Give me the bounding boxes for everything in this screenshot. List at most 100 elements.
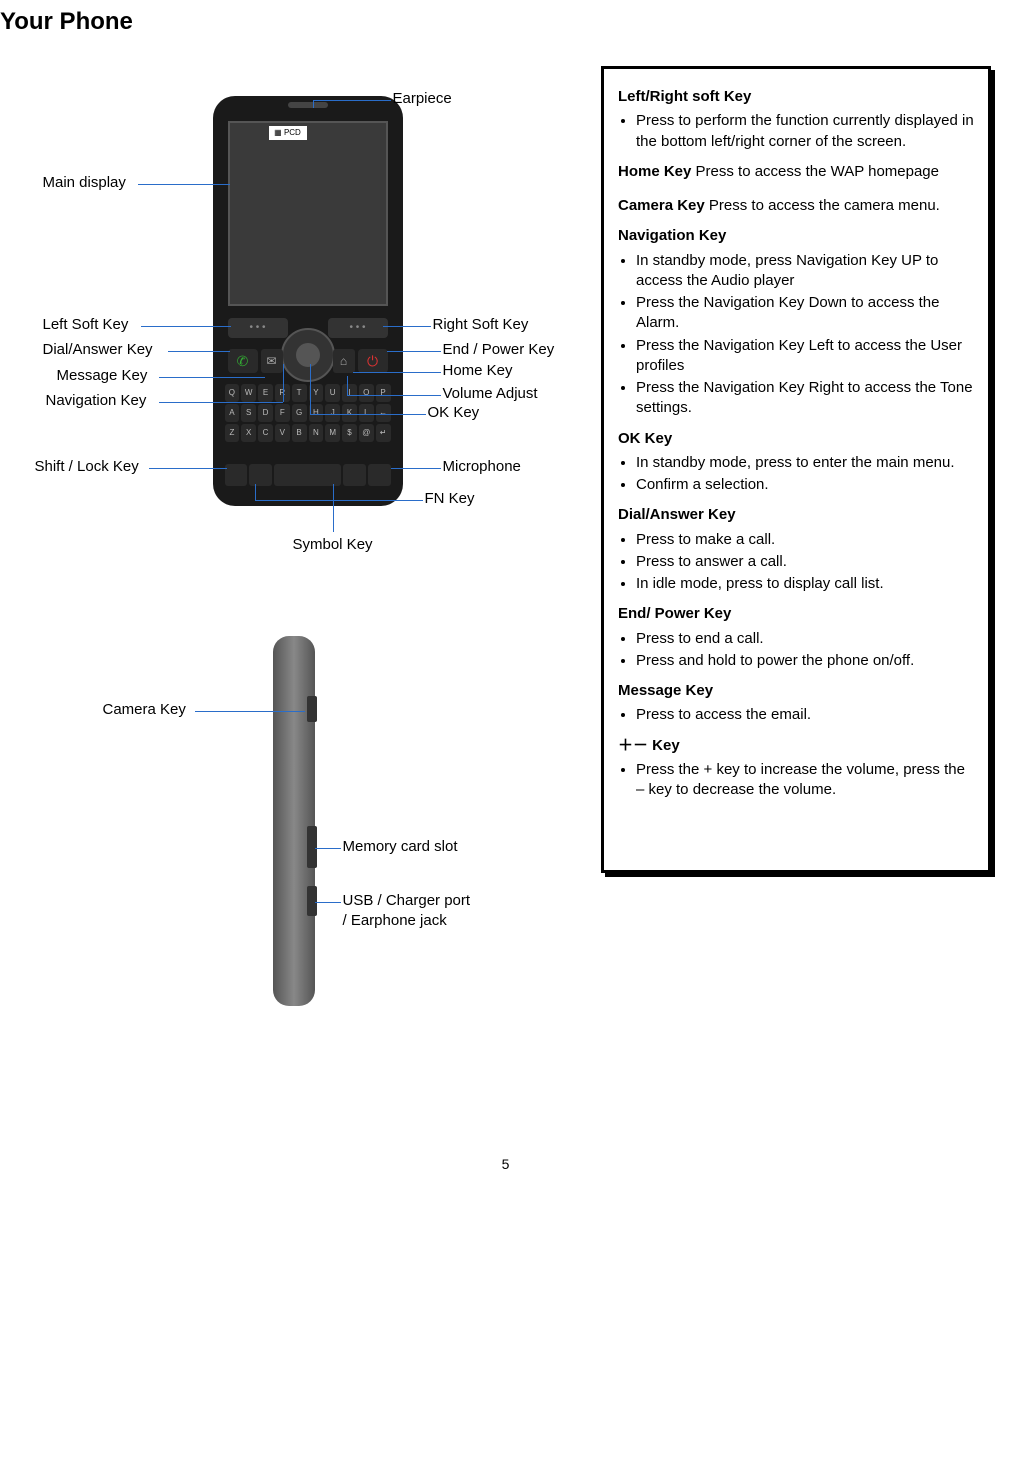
callout-line [313,100,314,108]
list-item: In standby mode, press Navigation Key UP… [636,251,974,292]
page-title: Your Phone [0,0,1011,66]
callout-mic: Microphone [443,458,521,475]
memory-slot [307,826,317,868]
list-item: Press the Navigation Key Down to access … [636,293,974,334]
callout-message: Message Key [57,367,148,384]
qkey: V [275,424,290,442]
enter-key [368,464,391,486]
nav-key-title: Navigation Key [618,226,974,246]
msg-key-list: Press to access the email. [618,705,974,725]
qkey: I [342,384,357,402]
callout-volume: Volume Adjust [443,385,538,402]
shift-key [225,464,248,486]
home-key-text: Press to access the WAP homepage [696,163,939,180]
list-item: Press to perform the function currently … [636,111,974,152]
callout-line [195,711,305,712]
home-key: ⌂ [333,349,355,373]
callout-line [255,484,256,500]
callout-home: Home Key [443,362,513,379]
callout-fn: FN Key [425,490,475,507]
qkey: N [309,424,324,442]
list-item: Press the Navigation Key Left to access … [636,336,974,377]
callout-line [383,326,431,327]
qkey: F [275,404,290,422]
callout-line [310,414,426,415]
list-item: Press and hold to power the phone on/off… [636,651,974,671]
callout-line [313,100,391,101]
vol-key-title: ＋－ Key [618,736,974,756]
side-callout-usb2: / Earphone jack [343,912,447,929]
msg-key-title: Message Key [618,681,974,701]
list-item: Press the Navigation Key Right to access… [636,378,974,419]
sym-key [343,464,366,486]
callout-main-display: Main display [43,174,126,191]
left-soft-key: • • • [228,318,288,338]
qkey: ← [376,404,391,422]
callout-line [387,351,441,352]
callout-line [159,377,265,378]
list-item: Press to answer a call. [636,552,974,572]
callout-line [310,364,311,414]
callout-dial: Dial/Answer Key [43,341,153,358]
list-item: Press to make a call. [636,530,974,550]
camera-key-title: Camera Key [618,197,705,214]
callout-line [315,902,341,903]
qkey: ↵ [376,424,391,442]
qkey: K [342,404,357,422]
space-key [274,464,342,486]
callout-nav: Navigation Key [46,392,147,409]
pcd-logo: ▦ PCD [269,126,307,140]
callout-line [283,364,284,402]
fn-key [249,464,272,486]
callout-line [333,484,334,532]
qkey: H [309,404,324,422]
qkey: $ [342,424,357,442]
content-row: ▦ PCD • • • • • • ✆ ✉ ⌂ ⏻ QWERTYUIOP ASD… [0,66,1011,1036]
page-number: 5 [0,1156,1011,1192]
qkey: J [325,404,340,422]
qkey: E [258,384,273,402]
dial-key-title: Dial/Answer Key [618,505,974,525]
callout-ok: OK Key [428,404,480,421]
end-key: ⏻ [358,349,388,373]
callout-line [141,326,231,327]
callout-line [168,351,230,352]
soft-key-title: Left/Right soft Key [618,88,751,105]
phone-front-diagram: ▦ PCD • • • • • • ✆ ✉ ⌂ ⏻ QWERTYUIOP ASD… [13,66,573,586]
vol-key-list: Press the + key to increase the volume, … [618,760,974,801]
side-callout-camera: Camera Key [103,701,186,718]
qkey: T [292,384,307,402]
ok-button [296,343,320,367]
side-callout-usb1: USB / Charger port [343,892,471,909]
end-key-title: End/ Power Key [618,605,731,622]
dial-key: ✆ [228,349,258,373]
end-key-list: Press to end a call. Press and hold to p… [618,629,974,672]
camera-key-slot [307,696,317,722]
usb-slot [307,886,317,916]
list-item: Press to end a call. [636,629,974,649]
qkey: Q [225,384,240,402]
ok-key-title: OK Key [618,429,974,449]
message-key: ✉ [261,349,283,373]
dial-key-list: Press to make a call. Press to answer a … [618,530,974,595]
qwerty-keyboard: QWERTYUIOP ASDFGHJKL← ZXCVBNM$@↵ [225,384,391,442]
callout-line [149,468,227,469]
callout-line [347,376,348,395]
nav-key-list: In standby mode, press Navigation Key UP… [618,251,974,419]
phone-side-diagram: Camera Key Memory card slot USB / Charge… [63,606,523,1036]
list-item: Press to access the email. [636,705,974,725]
callout-line [315,848,341,849]
callout-line [159,402,283,403]
qkey: P [376,384,391,402]
callout-line [347,395,441,396]
qkey: A [225,404,240,422]
side-callout-memory: Memory card slot [343,838,458,855]
callout-end: End / Power Key [443,341,555,358]
callout-left-soft: Left Soft Key [43,316,129,333]
callout-line [391,468,441,469]
ok-key-list: In standby mode, press to enter the main… [618,453,974,496]
earpiece [288,102,328,108]
right-soft-key: • • • [328,318,388,338]
qkey: C [258,424,273,442]
qkey: G [292,404,307,422]
